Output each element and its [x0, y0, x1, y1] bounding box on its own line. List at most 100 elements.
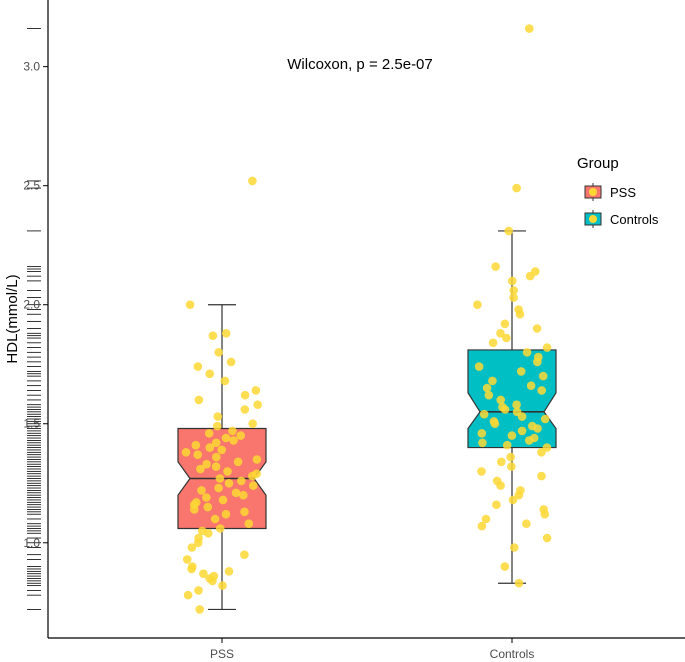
point-controls [492, 500, 501, 510]
point-controls [507, 462, 516, 471]
point-pss [248, 419, 257, 429]
point-controls [506, 452, 515, 462]
point-pss [215, 524, 225, 533]
point-pss [228, 426, 237, 436]
point-controls [514, 578, 524, 588]
point-pss [253, 400, 262, 410]
point-controls [477, 467, 486, 476]
legend: Group PSS Controls [577, 155, 659, 228]
point-controls [509, 286, 518, 295]
point-controls [517, 426, 527, 436]
point-controls [522, 348, 532, 357]
y-tick-label: 3.0 [23, 60, 40, 74]
point-pss [214, 348, 223, 357]
point-controls [507, 431, 517, 440]
point-pss [248, 176, 257, 186]
point-controls [504, 226, 513, 236]
point-controls [488, 376, 497, 386]
legend-label-controls: Controls [610, 212, 659, 227]
point-pss [218, 581, 227, 590]
point-controls [542, 533, 552, 543]
rug-marks [27, 28, 41, 610]
y-tick-label: 1.5 [23, 417, 40, 431]
point-pss [210, 514, 220, 524]
point-pss [239, 490, 248, 500]
point-controls [533, 424, 542, 433]
point-pss [204, 529, 213, 538]
point-controls [478, 438, 487, 448]
point-controls [540, 414, 550, 424]
point-controls [474, 362, 484, 371]
point-controls [509, 293, 518, 302]
point-controls [522, 519, 531, 528]
point-controls [482, 383, 492, 393]
point-controls [525, 24, 534, 33]
point-controls [502, 440, 512, 450]
legend-dot-controls [589, 215, 597, 223]
point-pss [221, 509, 231, 519]
point-controls [477, 521, 487, 531]
point-controls [497, 457, 506, 467]
point-pss [240, 550, 249, 559]
point-pss [251, 386, 261, 395]
point-controls [533, 357, 542, 367]
point-controls [496, 329, 505, 338]
point-pss [252, 455, 262, 464]
point-controls [532, 324, 542, 333]
point-pss [205, 443, 215, 452]
legend-item-controls: Controls [584, 210, 659, 228]
y-tick-label: 1.0 [23, 536, 40, 550]
x-ticks: PSS Controls [210, 638, 534, 661]
point-controls [481, 514, 491, 524]
point-controls [526, 381, 536, 391]
point-pss [236, 431, 245, 440]
point-pss [185, 300, 195, 310]
point-pss [211, 462, 221, 471]
point-controls [516, 367, 526, 376]
point-pss [237, 476, 246, 486]
point-pss [202, 493, 211, 502]
point-controls [542, 343, 552, 352]
point-controls [488, 338, 498, 348]
point-pss [226, 357, 236, 367]
legend-item-pss: PSS [584, 183, 636, 201]
y-tick-label: 2.0 [23, 298, 40, 312]
legend-label-pss: PSS [610, 185, 636, 200]
point-pss [221, 433, 231, 443]
points [181, 24, 552, 614]
point-pss [190, 505, 199, 514]
point-controls [515, 309, 525, 319]
point-pss [221, 329, 231, 338]
point-controls [514, 490, 524, 500]
point-controls [517, 412, 527, 421]
point-controls [491, 262, 500, 271]
point-pss [203, 502, 213, 512]
point-pss [181, 448, 191, 457]
point-pss [193, 362, 203, 371]
point-pss [183, 590, 193, 600]
x-tick-label: PSS [210, 647, 234, 661]
point-pss [196, 464, 205, 474]
point-controls [512, 183, 521, 193]
point-pss [231, 488, 241, 498]
point-pss [194, 395, 204, 405]
point-pss [199, 569, 208, 578]
point-pss [233, 457, 243, 467]
point-controls [500, 319, 510, 329]
point-controls [500, 562, 510, 571]
axes [47, 0, 685, 639]
point-pss [220, 376, 230, 386]
point-controls [538, 371, 548, 381]
point-pss [240, 390, 250, 400]
point-controls [537, 386, 546, 395]
point-pss [229, 436, 238, 445]
point-controls [473, 300, 482, 310]
wilcoxon-annotation: Wilcoxon, p = 2.5e-07 [287, 56, 433, 73]
point-pss [212, 452, 221, 462]
point-pss [211, 438, 221, 448]
point-pss [249, 481, 258, 490]
point-pss [202, 459, 211, 469]
point-controls [479, 409, 489, 419]
point-pss [217, 445, 226, 455]
